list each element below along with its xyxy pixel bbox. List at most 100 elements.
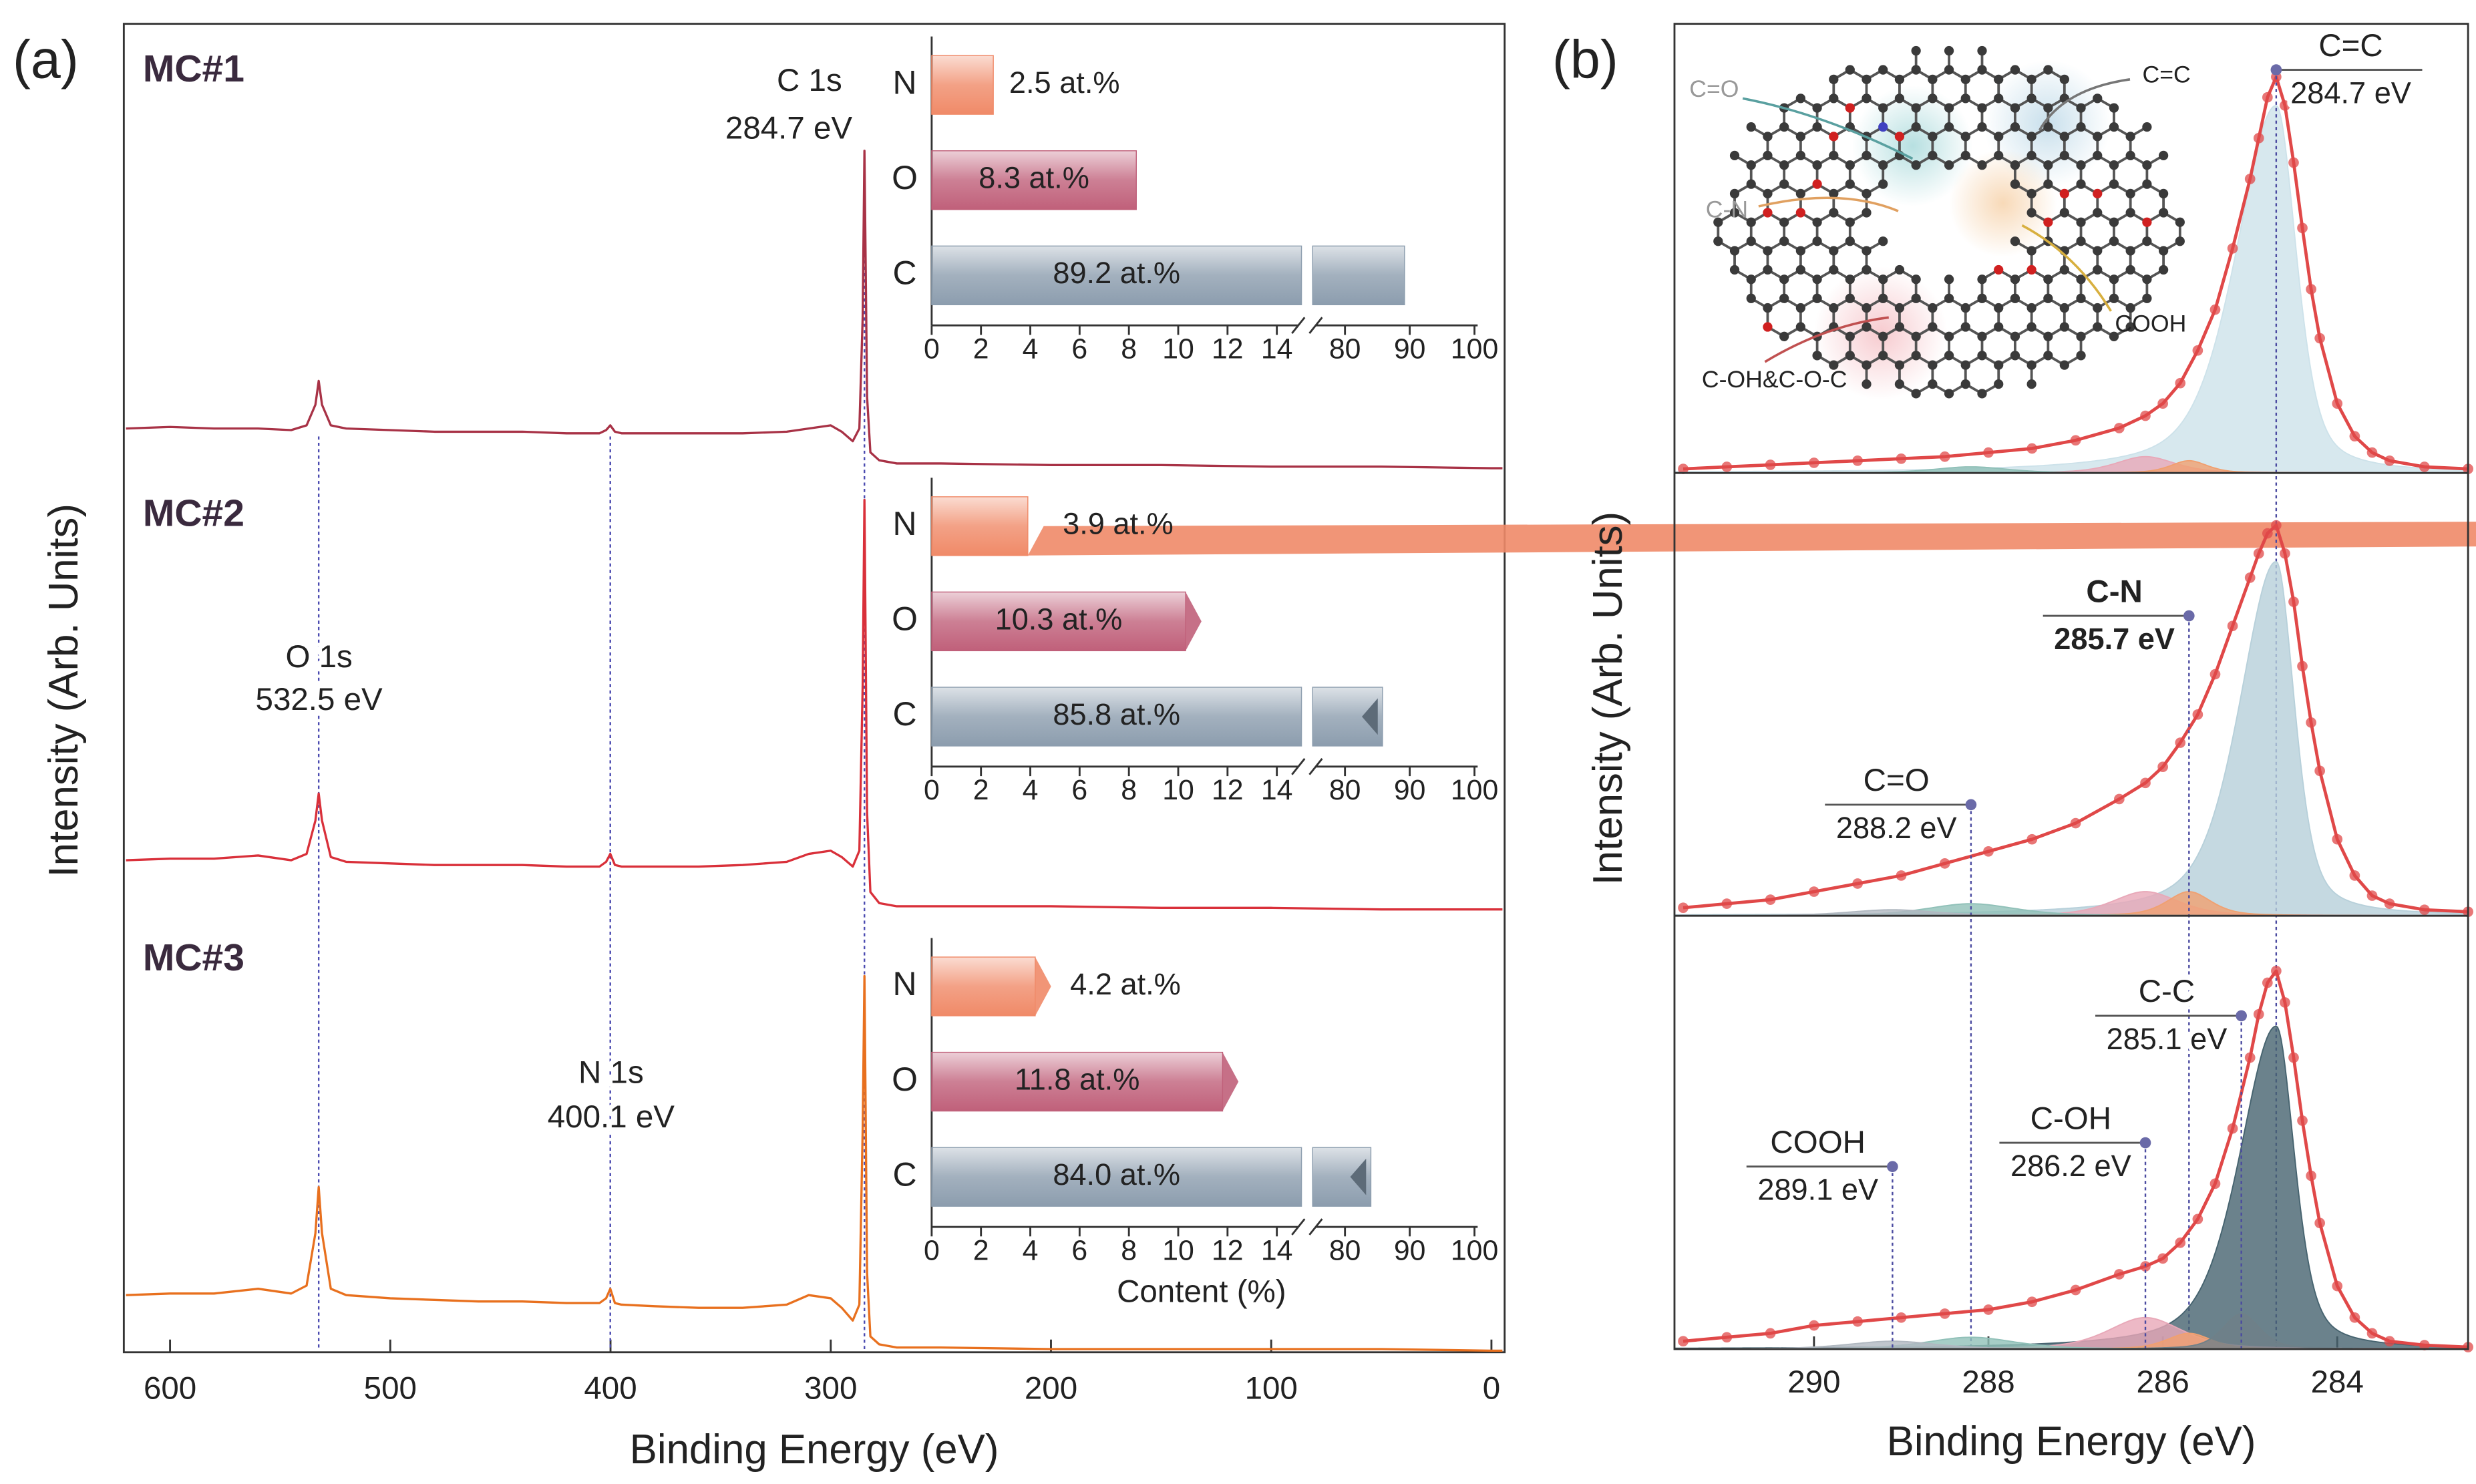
category-label: N (892, 965, 916, 1002)
atom (2125, 150, 2135, 161)
x-tick-label: 300 (804, 1370, 857, 1406)
atom (2142, 179, 2152, 189)
atom (1812, 122, 1822, 132)
atom (1829, 246, 1839, 256)
atom (2026, 74, 2037, 84)
x-tick-label: 100 (1245, 1370, 1298, 1406)
atom (2026, 208, 2037, 218)
bar (931, 591, 1186, 652)
atom (1994, 303, 2004, 313)
atom (2076, 103, 2086, 113)
atom (1862, 360, 1872, 370)
atom (1862, 208, 1872, 218)
atom (1713, 236, 1723, 246)
atom (2010, 160, 2020, 170)
atom (2026, 132, 2037, 142)
atom (1911, 122, 1921, 132)
plot-frame (1673, 23, 2469, 1350)
atom (1944, 122, 1954, 132)
atom (1829, 360, 1839, 370)
atom (1862, 246, 1872, 256)
atom (2076, 179, 2086, 189)
label-leader (1764, 316, 1889, 363)
atom (1977, 122, 1987, 132)
atom (1862, 264, 1872, 275)
atom (2059, 150, 2069, 161)
atom (1894, 322, 1905, 332)
atom (1862, 188, 1872, 199)
atom (1960, 303, 1970, 313)
bar (931, 687, 1302, 747)
atom (1994, 264, 2004, 275)
x-tick-label: 2 (973, 1234, 989, 1266)
data-point (2227, 620, 2238, 632)
atom (1944, 45, 1954, 56)
spectrum-line (126, 150, 1503, 470)
atom (1763, 150, 1773, 161)
data-point (1809, 1320, 1819, 1331)
label-leader (1742, 97, 1914, 160)
atom (1763, 322, 1773, 332)
atom (1746, 274, 1756, 285)
atom (2125, 303, 2135, 313)
atom (1944, 160, 1954, 170)
atom (2043, 179, 2053, 189)
atom (2158, 188, 2169, 199)
peak-energy: 284.7 eV (725, 110, 853, 146)
atom (1795, 264, 1806, 275)
trend-notch (1350, 1158, 1367, 1195)
data-point (2070, 1284, 2081, 1296)
atom (1878, 103, 1888, 113)
data-point (2192, 345, 2203, 356)
atom (1944, 103, 1954, 113)
atom (1911, 351, 1921, 361)
atom (1795, 208, 1806, 218)
trend-arrow (1222, 1052, 1239, 1111)
atom (2010, 274, 2020, 285)
data-point (1983, 1304, 1994, 1315)
atom (1829, 264, 1839, 275)
atom (1911, 65, 1921, 75)
annotation-label: C=C (2318, 28, 2382, 63)
atom (1746, 236, 1756, 246)
category-label: O (892, 159, 918, 196)
x-tick-label: 100 (1451, 1234, 1498, 1266)
annotation-energy: 285.1 eV (2107, 1022, 2228, 1056)
atom (1829, 188, 1839, 199)
fit-envelope (1683, 75, 2469, 471)
atom (2109, 179, 2119, 189)
data-point (1983, 846, 1994, 857)
data-point (2280, 997, 2290, 1008)
atom (1944, 351, 1954, 361)
atom (1944, 274, 1954, 285)
bar (1312, 245, 1405, 305)
atom (2010, 179, 2020, 189)
atom (2010, 351, 2020, 361)
atom (2043, 160, 2053, 170)
value-label: 89.2 at.% (1053, 256, 1180, 290)
atom (1812, 103, 1822, 113)
label-leader (1758, 196, 1899, 212)
atom (1928, 379, 1938, 389)
atom (2059, 208, 2069, 218)
atom (1878, 122, 1888, 132)
x-tick-label: 0 (1483, 1370, 1500, 1406)
atom (2010, 103, 2020, 113)
atom (1746, 122, 1756, 132)
atom (2076, 293, 2086, 303)
atom (1994, 360, 2004, 370)
data-point (1896, 870, 1907, 881)
atom (1729, 188, 1740, 199)
data-point (1721, 898, 1733, 909)
atom (1763, 303, 1773, 313)
x-tick-label: 80 (1329, 333, 1361, 365)
atom (1977, 389, 1987, 399)
x-tick-label: 80 (1329, 1234, 1361, 1266)
atom (2043, 331, 2053, 341)
data-point (2288, 596, 2299, 607)
data-point (2288, 157, 2299, 168)
atom (1845, 217, 1855, 227)
atom (1845, 236, 1855, 246)
atom (2142, 217, 2152, 227)
atom (1977, 351, 1987, 361)
